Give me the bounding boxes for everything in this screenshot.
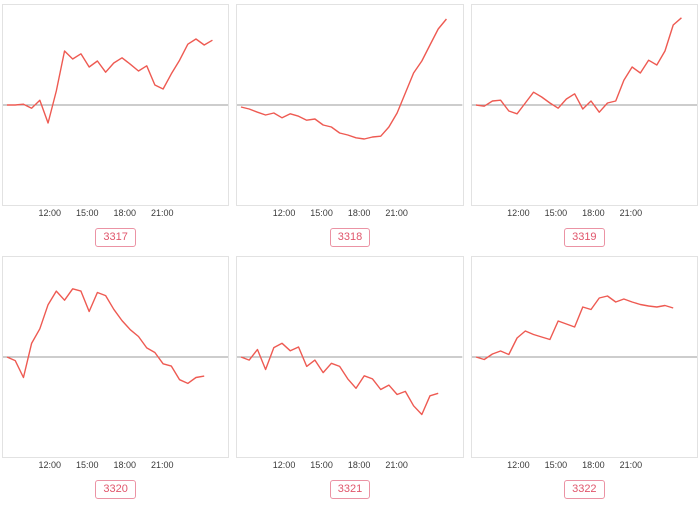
x-tick: 15:00 [75,460,99,470]
chart-plot [236,4,464,206]
x-axis: 12:00 15:00 18:00 21:00 [2,208,229,221]
x-tick: 12:00 [272,208,296,218]
price-line [476,18,681,114]
chart-card: 12:00 15:00 18:00 21:00 3319 [470,4,698,247]
x-tick: 21:00 [385,208,408,218]
x-tick: 21:00 [619,460,643,470]
chart-label-row: 3322 [471,479,698,499]
line-chart-svg [3,5,228,205]
x-tick: 12:00 [38,208,61,218]
price-line [7,289,204,384]
chart-id-badge[interactable]: 3322 [564,480,605,499]
chart-label-row: 3318 [236,227,463,247]
x-tick: 18:00 [347,208,371,218]
price-line [241,343,438,414]
x-tick: 15:00 [310,208,333,218]
x-tick: 18:00 [582,208,605,218]
line-chart-svg [237,5,462,205]
x-tick: 15:00 [75,208,99,218]
chart-label-row: 3320 [2,479,229,499]
chart-card: 12:00 15:00 18:00 21:00 3322 [470,256,698,499]
x-tick: 12:00 [272,460,296,470]
chart-label-row: 3317 [2,227,229,247]
line-chart-svg [472,257,697,457]
line-chart-svg [237,257,462,457]
chart-plot [2,256,230,458]
x-tick: 15:00 [544,208,568,218]
x-tick: 15:00 [310,460,333,470]
price-line [241,19,446,139]
chart-plot [470,4,698,206]
chart-id-badge[interactable]: 3318 [329,228,371,247]
chart-card: 12:00 15:00 18:00 21:00 3321 [236,256,464,499]
x-tick: 21:00 [619,208,643,218]
chart-id-badge[interactable]: 3317 [95,228,136,247]
chart-card: 12:00 15:00 18:00 21:00 3318 [236,4,464,247]
line-chart-svg [3,257,228,457]
x-tick: 12:00 [507,460,530,470]
chart-plot [236,256,464,458]
x-axis: 12:00 15:00 18:00 21:00 [236,208,463,221]
chart-id-badge[interactable]: 3320 [95,480,136,499]
x-tick: 18:00 [347,460,371,470]
x-tick: 21:00 [151,460,174,470]
x-tick: 18:00 [113,208,137,218]
x-tick: 15:00 [544,460,568,470]
x-tick: 21:00 [385,460,408,470]
line-chart-svg [472,5,697,205]
x-tick: 12:00 [38,460,61,470]
chart-label-row: 3321 [236,479,463,499]
chart-id-badge[interactable]: 3319 [564,228,605,247]
x-axis: 12:00 15:00 18:00 21:00 [2,460,229,473]
chart-plot [470,256,698,458]
x-axis: 12:00 15:00 18:00 21:00 [471,208,698,221]
x-tick: 21:00 [151,208,174,218]
price-line [7,39,212,123]
x-axis: 12:00 15:00 18:00 21:00 [471,460,698,473]
x-tick: 18:00 [582,460,605,470]
chart-card: 12:00 15:00 18:00 21:00 3320 [2,256,230,499]
x-tick: 18:00 [113,460,137,470]
chart-id-badge[interactable]: 3321 [329,480,371,499]
chart-plot [2,4,230,206]
x-axis: 12:00 15:00 18:00 21:00 [236,460,463,473]
chart-label-row: 3319 [471,227,698,247]
chart-card: 12:00 15:00 18:00 21:00 3317 [2,4,230,247]
price-line [476,296,673,360]
x-tick: 12:00 [507,208,530,218]
